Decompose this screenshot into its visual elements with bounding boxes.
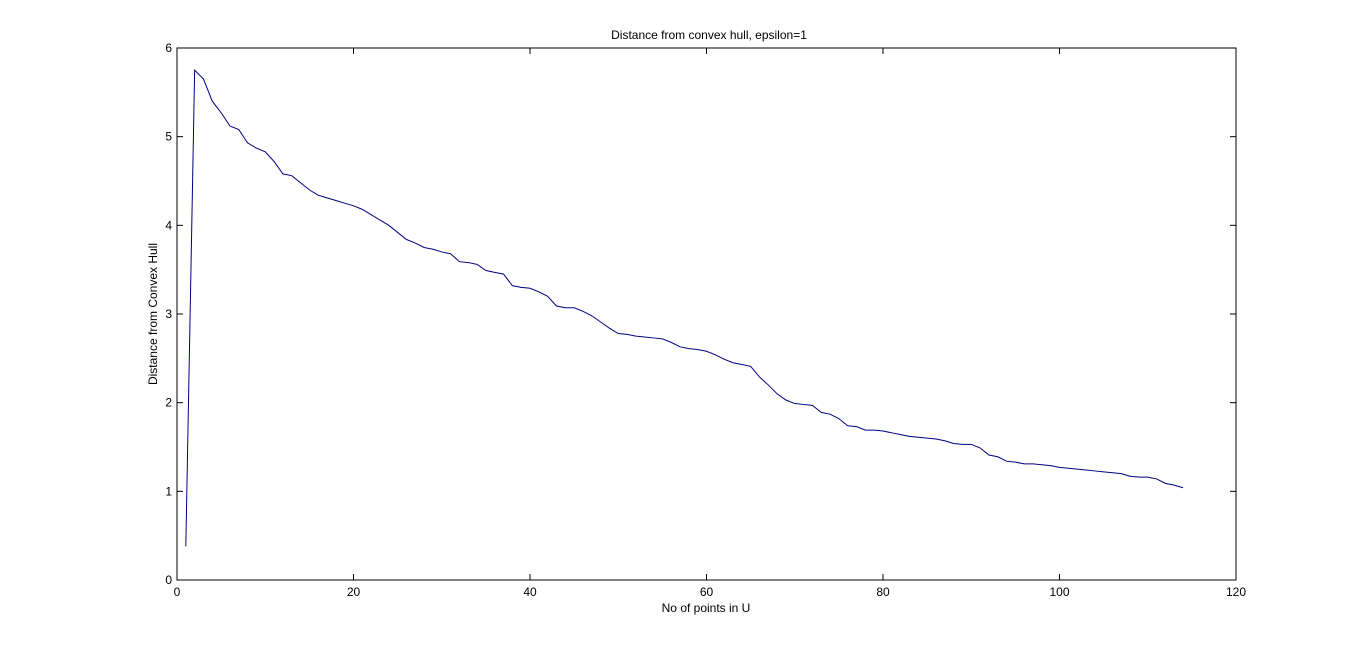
x-tick-label: 100 xyxy=(1049,585,1069,599)
x-axis-label: No of points in U xyxy=(662,601,751,615)
x-tick-label: 40 xyxy=(523,585,537,599)
x-tick-label: 0 xyxy=(174,585,181,599)
x-tick-label: 60 xyxy=(700,585,714,599)
chart-title: Distance from convex hull, epsilon=1 xyxy=(611,28,807,42)
plot-area-frame xyxy=(176,47,1237,581)
series-line xyxy=(185,68,1184,547)
y-tick-label: 5 xyxy=(165,130,172,144)
y-tick-label: 3 xyxy=(165,307,172,321)
x-tick-label: 80 xyxy=(876,585,890,599)
y-tick-label: 6 xyxy=(165,41,172,55)
x-tick-label: 20 xyxy=(347,585,361,599)
y-tick-label: 0 xyxy=(165,573,172,587)
y-axis-label: Distance from Convex Hull xyxy=(146,243,160,385)
y-tick-label: 2 xyxy=(165,396,172,410)
y-tick-label: 1 xyxy=(165,484,172,498)
y-tick-label: 4 xyxy=(165,218,172,232)
x-tick-label: 120 xyxy=(1226,585,1246,599)
